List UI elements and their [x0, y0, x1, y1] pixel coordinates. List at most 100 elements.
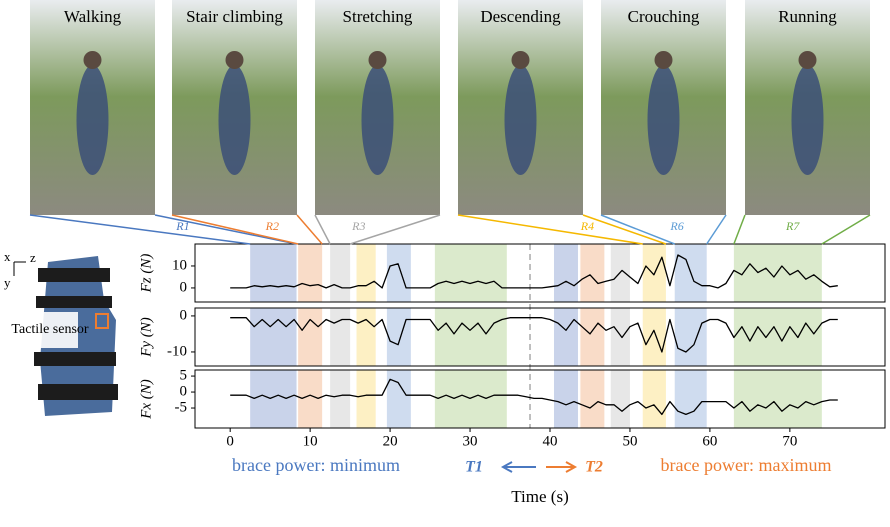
- strap: [34, 352, 116, 366]
- connector: [600, 214, 675, 245]
- connector: [582, 214, 667, 245]
- activity-region: [250, 244, 297, 302]
- x-tick-label: 70: [782, 433, 797, 449]
- person: [504, 65, 537, 175]
- activity-region: [356, 370, 376, 428]
- connector: [29, 214, 251, 245]
- person-head: [798, 51, 817, 69]
- activity-region: [580, 308, 605, 366]
- activity-label: Running: [778, 7, 837, 26]
- person: [361, 65, 394, 175]
- activity-region: [434, 308, 507, 366]
- y-axis-label: Fx (N): [138, 379, 154, 420]
- axis-y: y: [4, 275, 11, 290]
- connector: [706, 214, 727, 245]
- activity-region: [330, 308, 351, 366]
- activity-region: [733, 370, 822, 428]
- activity-region: [250, 308, 297, 366]
- y-tick-label: -5: [175, 399, 188, 415]
- activity-region: [386, 370, 411, 428]
- activity-label: Stretching: [343, 7, 413, 26]
- activity-region: [356, 308, 376, 366]
- activity-region: [386, 244, 411, 302]
- y-tick-label: 0: [180, 383, 188, 399]
- panel-frame: [194, 243, 886, 303]
- t2-arrow: [546, 461, 578, 473]
- force-line: [230, 378, 838, 416]
- y-tick-label: 10: [172, 257, 187, 273]
- activity-region: [330, 244, 351, 302]
- activity-label: Descending: [480, 7, 561, 26]
- activity-region: [553, 370, 578, 428]
- activity-region: [580, 244, 605, 302]
- sensor-label: Tactile sensor: [11, 322, 88, 337]
- connector: [349, 214, 441, 245]
- activity-region: [298, 370, 323, 428]
- region-tag: R7: [785, 219, 800, 233]
- region-tag: R4: [580, 219, 594, 233]
- activity-region: [733, 308, 822, 366]
- activity-region: [250, 370, 297, 428]
- person: [647, 65, 680, 175]
- activity-region: [733, 244, 822, 302]
- region-tag: R1: [175, 219, 189, 233]
- panel-frame: [194, 369, 886, 429]
- x-tick-label: 10: [303, 433, 318, 449]
- activity-region: [580, 370, 605, 428]
- strap: [36, 296, 112, 308]
- person-head: [654, 51, 673, 69]
- person-head: [225, 51, 244, 69]
- t2-label: T2: [585, 459, 603, 476]
- panel-frame: [194, 307, 886, 367]
- activity-region: [553, 308, 578, 366]
- person-head: [368, 51, 387, 69]
- activity-region: [610, 308, 630, 366]
- connector: [457, 214, 643, 245]
- activity-region: [642, 370, 666, 428]
- x-tick-label: 60: [702, 433, 717, 449]
- y-axis-label: Fz (N): [138, 254, 154, 294]
- axis-x: x: [4, 249, 11, 264]
- activity-region: [298, 308, 323, 366]
- min-label: brace power: minimum: [232, 455, 400, 475]
- force-line: [230, 317, 838, 353]
- y-tick-label: 0: [180, 279, 188, 295]
- sensor-label-bg: [22, 312, 78, 348]
- strap: [38, 384, 118, 400]
- y-tick-label: -10: [167, 343, 187, 359]
- person-head: [83, 51, 102, 69]
- activity-region: [356, 244, 376, 302]
- activity-region: [386, 308, 411, 366]
- force-line: [230, 254, 838, 289]
- t1-label: T1: [465, 459, 483, 476]
- connector: [733, 214, 746, 245]
- y-axis-label: Fy (N): [138, 317, 154, 358]
- x-tick-label: 50: [622, 433, 637, 449]
- activity-region: [610, 370, 630, 428]
- connector: [314, 214, 331, 245]
- connector: [296, 214, 323, 245]
- connector: [154, 214, 297, 245]
- max-label: brace power: maximum: [661, 455, 832, 475]
- strap: [38, 268, 110, 282]
- activity-label: Stair climbing: [186, 7, 283, 26]
- x-tick-label: 20: [383, 433, 398, 449]
- x-tick-label: 0: [226, 433, 234, 449]
- activity-region: [674, 308, 707, 366]
- x-tick-label: 30: [463, 433, 478, 449]
- activity-label: Walking: [64, 7, 122, 26]
- x-axis-label: Time (s): [511, 487, 568, 506]
- y-tick-label: 0: [180, 307, 188, 323]
- person-head: [511, 51, 530, 69]
- person: [218, 65, 251, 175]
- person: [791, 65, 824, 175]
- activity-label: Crouching: [628, 7, 700, 26]
- activity-region: [674, 370, 707, 428]
- connector: [821, 214, 871, 245]
- y-tick-label: 5: [180, 368, 188, 384]
- activity-region: [434, 370, 507, 428]
- axis-z: z: [30, 250, 36, 265]
- person: [76, 65, 109, 175]
- x-tick-label: 40: [542, 433, 557, 449]
